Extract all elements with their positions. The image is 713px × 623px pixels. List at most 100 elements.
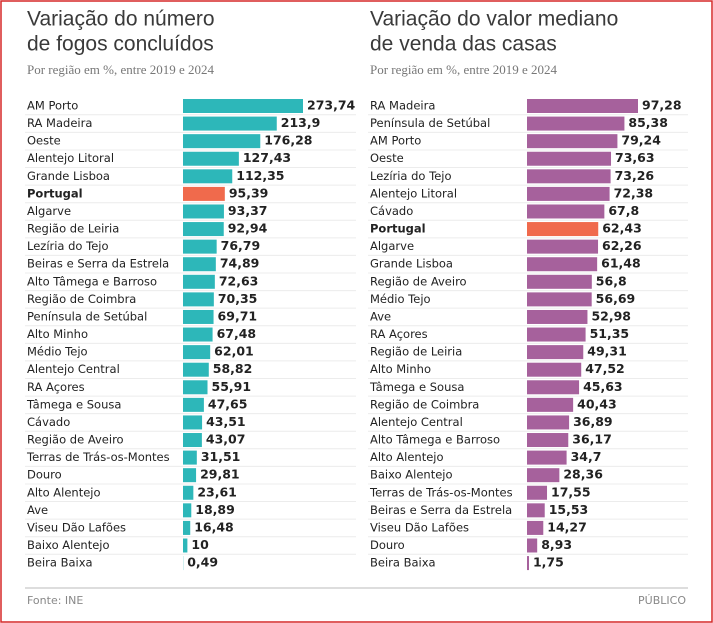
bar (527, 309, 588, 324)
bar (527, 485, 548, 500)
value-label: 10 (191, 537, 209, 552)
value-label: 17,55 (551, 484, 591, 499)
category-label: Beira Baixa (370, 556, 436, 570)
bar (183, 292, 214, 307)
bar (527, 134, 618, 149)
bar (527, 345, 584, 360)
value-label: 15,53 (549, 502, 589, 517)
value-label: 93,37 (228, 203, 268, 218)
category-label: Oeste (370, 151, 404, 165)
bar (527, 468, 560, 483)
value-label: 1,75 (533, 555, 564, 570)
category-label: Alentejo Central (370, 415, 463, 429)
bar (183, 468, 197, 483)
category-label: Grande Lisboa (370, 257, 453, 271)
category-label: Médio Tejo (27, 345, 88, 359)
chart-title: Variação do número (27, 8, 215, 31)
bar (527, 204, 605, 219)
bar (183, 274, 215, 289)
category-label: Portugal (370, 222, 426, 236)
chart-subtitle: Por região em %, entre 2019 e 2024 (370, 62, 558, 77)
value-label: 28,36 (563, 467, 603, 482)
value-label: 34,7 (571, 449, 602, 464)
value-label: 29,81 (200, 467, 240, 482)
value-label: 18,89 (195, 502, 235, 517)
value-label: 55,91 (212, 379, 252, 394)
bar (183, 520, 191, 535)
category-label: Região de Coimbra (370, 397, 479, 411)
publisher: PÚBLICO (638, 594, 686, 607)
category-label: Beira Baixa (27, 556, 93, 570)
bar (527, 99, 638, 113)
value-label: 67,48 (217, 326, 257, 341)
category-label: RA Açores (27, 380, 85, 394)
category-label: Região de Aveiro (27, 433, 124, 447)
category-label: Terras de Trás-os-Montes (26, 450, 170, 464)
category-label: Cávado (27, 415, 70, 429)
bar (183, 257, 216, 272)
value-label: 213,9 (281, 115, 321, 130)
value-label: 52,98 (591, 308, 631, 323)
category-label: Alto Minho (27, 327, 88, 341)
value-label: 72,63 (219, 273, 259, 288)
category-label: Alto Tâmega e Barroso (27, 274, 157, 288)
value-label: 73,63 (615, 150, 655, 165)
chart-title: de venda das casas (370, 33, 557, 56)
bar (527, 239, 599, 254)
bar (527, 397, 574, 412)
category-label: Baixo Alentejo (27, 538, 110, 552)
source: Fonte: INE (27, 594, 83, 607)
value-label: 14,27 (547, 519, 587, 534)
category-label: Alto Alentejo (370, 450, 444, 464)
bar (183, 345, 211, 360)
bar (183, 186, 225, 201)
category-label: Região de Leiria (27, 222, 119, 236)
bar (527, 362, 582, 377)
value-label: 43,07 (206, 432, 246, 447)
value-label: 85,38 (628, 115, 668, 130)
bar (183, 151, 239, 166)
category-label: Alto Tâmega e Barroso (370, 433, 500, 447)
value-label: 70,35 (218, 291, 258, 306)
category-label: Portugal (27, 186, 83, 200)
category-label: Baixo Alentejo (370, 468, 453, 482)
value-label: 40,43 (577, 396, 617, 411)
category-label: Terras de Trás-os-Montes (369, 485, 513, 499)
value-label: 72,38 (614, 185, 654, 200)
category-label: Região de Coimbra (27, 292, 136, 306)
category-label: Médio Tejo (370, 292, 431, 306)
value-label: 73,26 (615, 168, 655, 183)
category-label: RA Açores (370, 327, 428, 341)
value-label: 273,74 (307, 98, 356, 113)
bar (527, 257, 598, 272)
bar (183, 538, 188, 553)
value-label: 97,28 (642, 98, 682, 113)
category-label: Ave (27, 503, 48, 517)
value-label: 0,49 (187, 555, 218, 570)
bar (527, 380, 580, 395)
category-label: AM Porto (370, 134, 421, 148)
category-label: Alentejo Litoral (370, 186, 457, 200)
value-label: 49,31 (587, 344, 627, 359)
value-label: 31,51 (201, 449, 241, 464)
category-label: Douro (370, 538, 405, 552)
value-label: 8,93 (541, 537, 572, 552)
value-label: 74,89 (220, 256, 260, 271)
bar (527, 503, 545, 518)
value-label: 176,28 (264, 133, 312, 148)
category-label: Alto Alentejo (27, 485, 101, 499)
category-label: Beiras e Serra da Estrela (27, 257, 169, 271)
category-label: Grande Lisboa (27, 169, 110, 183)
category-label: Viseu Dão Lafões (370, 520, 469, 534)
category-label: RA Madeira (27, 116, 92, 130)
bar (527, 116, 625, 131)
value-label: 56,69 (596, 291, 636, 306)
bar (183, 485, 194, 500)
category-label: Oeste (27, 134, 61, 148)
chart-title: Variação do valor mediano (370, 8, 618, 31)
category-label: Algarve (370, 239, 414, 253)
value-label: 61,48 (601, 256, 641, 271)
category-label: Ave (370, 309, 391, 323)
bar (527, 222, 599, 237)
value-label: 95,39 (229, 185, 269, 200)
